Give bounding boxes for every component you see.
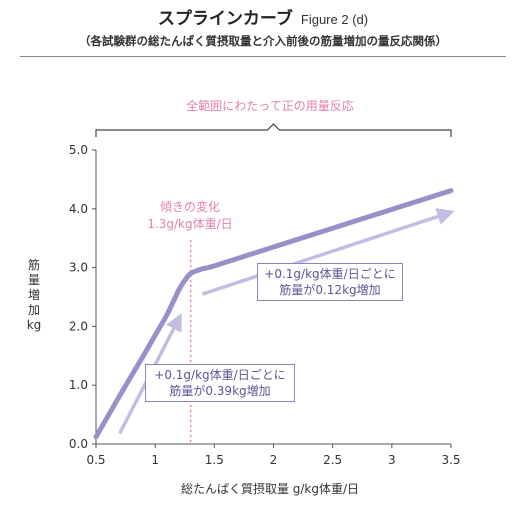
- trend-arrow: [201, 208, 455, 296]
- chart-subtitle: （各試験群の総たんぱく質摂取量と介入前後の筋量増加の量反応関係）: [79, 34, 447, 48]
- x-tick-label: 2.5: [323, 453, 342, 467]
- spline-curve: [93, 188, 454, 440]
- high-range-line-2: 筋量が0.12kg増加: [279, 283, 381, 297]
- x-tick-label: 3.5: [441, 453, 460, 467]
- chart-title: スプラインカーブ: [157, 9, 293, 29]
- figure-reference: Figure 2 (d): [300, 12, 369, 27]
- x-tick-label: 1: [151, 453, 159, 467]
- high-range-annotation-box: +0.1g/kg体重/日ごとに 筋量が0.12kg増加: [257, 263, 403, 301]
- y-tick-label: 0.0: [69, 437, 88, 451]
- y-tick-label: 5.0: [69, 143, 88, 157]
- title-row: スプラインカーブ Figure 2 (d): [0, 8, 526, 31]
- x-tick-label: 0.5: [86, 453, 105, 467]
- y-tick-label: 1.0: [69, 378, 88, 392]
- x-tick-label: 2: [270, 453, 278, 467]
- y-axis-label-char: 量: [27, 273, 40, 287]
- range-annotation: 全範囲にわたって正の用量反応: [186, 99, 354, 113]
- y-axis-label-char: 加: [27, 303, 40, 317]
- slope-change-annotation: 傾きの変化 1.3g/kg体重/日: [120, 199, 260, 233]
- high-range-line-1: +0.1g/kg体重/日ごとに: [264, 267, 396, 281]
- low-range-line-2: 筋量が0.39kg増加: [169, 384, 271, 398]
- low-range-annotation-box: +0.1g/kg体重/日ごとに 筋量が0.39kg増加: [145, 364, 295, 402]
- slope-change-title: 傾きの変化: [159, 200, 220, 214]
- y-tick-label: 4.0: [69, 202, 88, 216]
- y-axis-label-unit: kg: [26, 318, 42, 332]
- range-bracket: [95, 123, 452, 137]
- slope-change-value: 1.3g/kg体重/日: [147, 217, 233, 231]
- low-range-line-1: +0.1g/kg体重/日ごとに: [154, 368, 286, 382]
- header-divider: [20, 56, 506, 57]
- y-axis-label: 筋 量 増 加 kg: [26, 258, 42, 333]
- y-axis-label-char: 増: [27, 288, 40, 302]
- y-tick-label: 2.0: [69, 319, 88, 333]
- x-tick-label: 3: [388, 453, 396, 467]
- y-axis-label-char: 筋: [27, 258, 40, 272]
- y-tick-label: 3.0: [69, 261, 88, 275]
- x-tick-label: 1.5: [205, 453, 224, 467]
- x-axis-label: 総たんぱく質摂取量 g/kg体重/日: [180, 482, 360, 496]
